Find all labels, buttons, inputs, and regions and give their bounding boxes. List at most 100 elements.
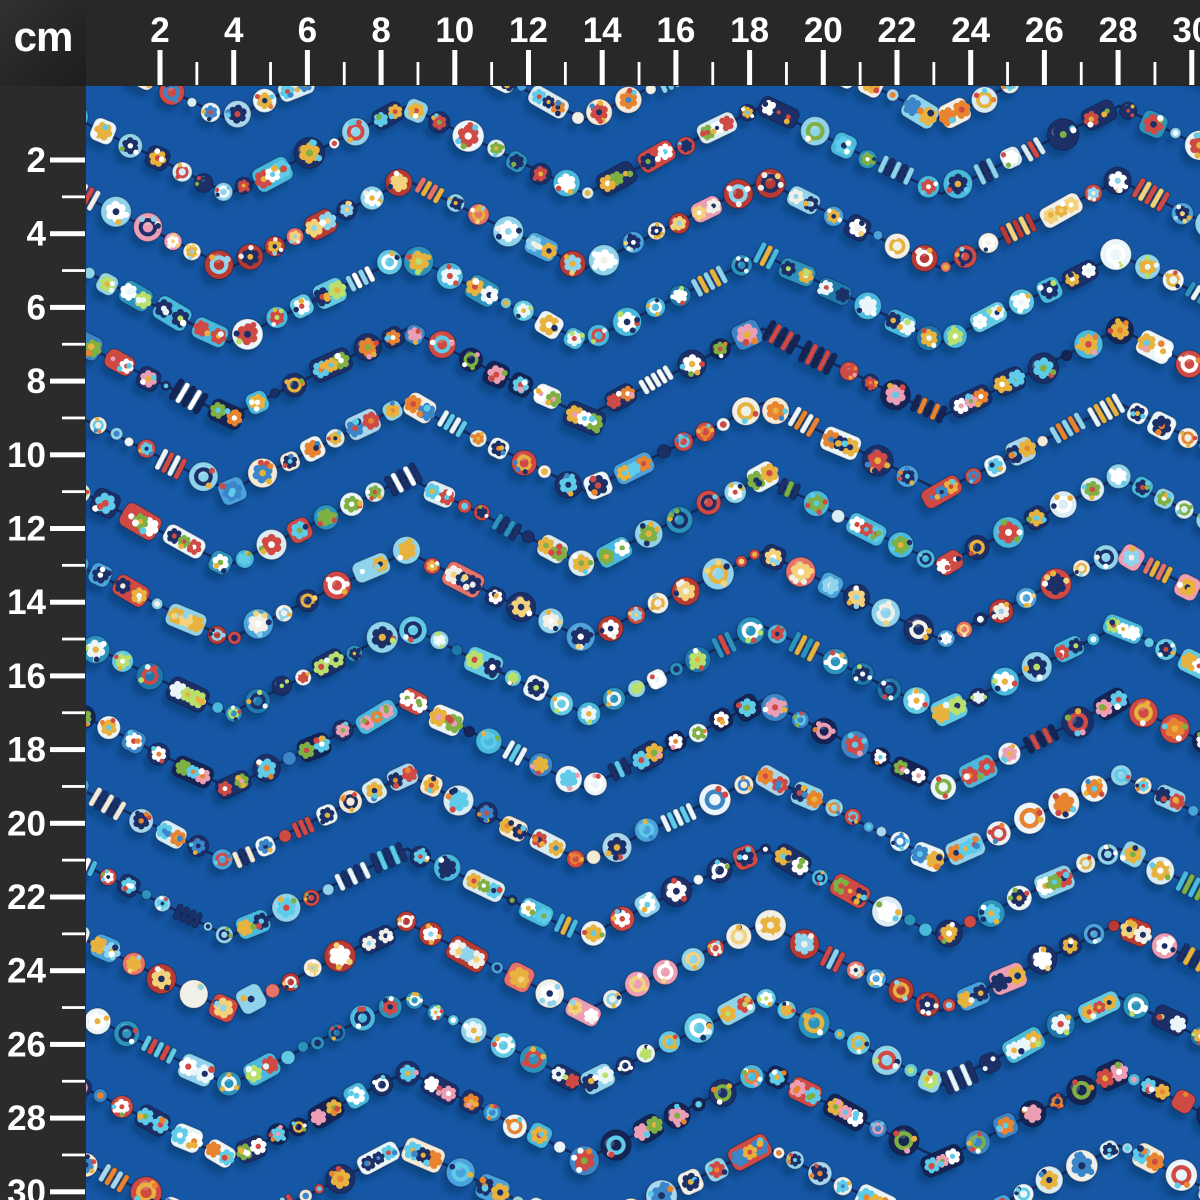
ruler-number: 26 — [1025, 11, 1064, 50]
bead-shadow — [136, 896, 147, 907]
bead — [264, 235, 286, 258]
bead — [935, 549, 965, 577]
bead — [853, 1183, 898, 1200]
bead — [516, 86, 527, 92]
bead — [553, 912, 579, 939]
bead — [992, 366, 1027, 397]
bead — [251, 155, 294, 193]
bead — [1093, 687, 1130, 721]
bead — [576, 701, 602, 727]
bead — [308, 347, 354, 383]
bead — [235, 1134, 268, 1164]
bead — [158, 86, 186, 106]
bead — [562, 400, 607, 436]
bead — [345, 644, 364, 663]
bead — [665, 506, 694, 534]
bead-strand — [86, 391, 1200, 509]
bead — [435, 262, 464, 290]
bead-shadow — [1194, 444, 1200, 461]
bead — [365, 620, 399, 654]
bead — [447, 1014, 460, 1027]
bead — [349, 1004, 376, 1032]
bead — [1038, 192, 1084, 229]
bead — [865, 967, 887, 990]
bead — [709, 337, 732, 360]
minor-tick — [563, 62, 567, 85]
bead — [280, 1049, 296, 1066]
ruler-number: 4 — [224, 11, 244, 50]
bead — [281, 751, 297, 766]
bead — [903, 614, 935, 645]
bead — [342, 1081, 371, 1110]
bead — [787, 406, 821, 438]
major-tick — [50, 1115, 85, 1121]
bead — [955, 620, 973, 639]
bead — [1119, 916, 1153, 948]
minor-tick — [62, 1079, 85, 1083]
bead — [1077, 990, 1122, 1024]
bead — [414, 176, 446, 205]
bead-shadow — [502, 902, 513, 913]
bead — [236, 243, 264, 271]
bead — [359, 185, 385, 211]
bead — [918, 922, 933, 937]
bead — [92, 1087, 108, 1104]
minor-tick — [711, 62, 715, 85]
bead — [1045, 1009, 1076, 1040]
bead — [116, 873, 141, 898]
bead — [512, 299, 535, 322]
ruler-number: 30 — [7, 1173, 46, 1200]
bead — [386, 762, 419, 792]
bead — [1006, 884, 1033, 912]
bead — [694, 421, 716, 443]
bead — [486, 138, 506, 159]
bead — [86, 327, 104, 362]
bead — [1134, 253, 1161, 281]
bead — [171, 161, 193, 183]
bead — [503, 961, 536, 994]
bead — [988, 598, 1015, 625]
bead — [492, 215, 525, 248]
bead — [207, 549, 234, 576]
bead — [296, 1040, 310, 1053]
bead — [536, 533, 569, 565]
bead — [1012, 1183, 1035, 1200]
bead — [1047, 787, 1081, 820]
bead — [1080, 99, 1118, 131]
bead — [96, 715, 122, 740]
major-tick — [968, 50, 974, 85]
minor-tick — [62, 195, 85, 199]
bead — [632, 1113, 665, 1144]
bead — [1103, 166, 1132, 196]
bead — [777, 257, 817, 288]
bead — [585, 98, 613, 127]
bead — [460, 1016, 488, 1045]
major-tick — [50, 1041, 85, 1047]
bead — [953, 244, 978, 269]
bead — [528, 752, 554, 778]
bead — [290, 815, 316, 840]
bead — [1187, 804, 1200, 817]
bead — [1176, 647, 1200, 684]
bead — [733, 774, 755, 796]
bead — [489, 1032, 517, 1059]
bead — [242, 608, 275, 640]
bead — [1001, 1026, 1046, 1064]
bead — [200, 101, 222, 123]
bead — [868, 1118, 888, 1139]
bead — [843, 808, 862, 826]
bead — [657, 1030, 682, 1054]
bead — [645, 668, 668, 691]
bead — [997, 741, 1022, 766]
bead — [609, 905, 636, 932]
bead — [87, 562, 114, 588]
bead — [525, 1121, 554, 1149]
bead — [339, 491, 365, 517]
bead — [691, 1096, 706, 1112]
major-tick — [452, 50, 458, 85]
bead — [787, 1076, 823, 1108]
bead — [736, 616, 766, 646]
bead — [145, 963, 177, 995]
bead — [654, 86, 682, 94]
bead — [978, 1051, 1002, 1075]
